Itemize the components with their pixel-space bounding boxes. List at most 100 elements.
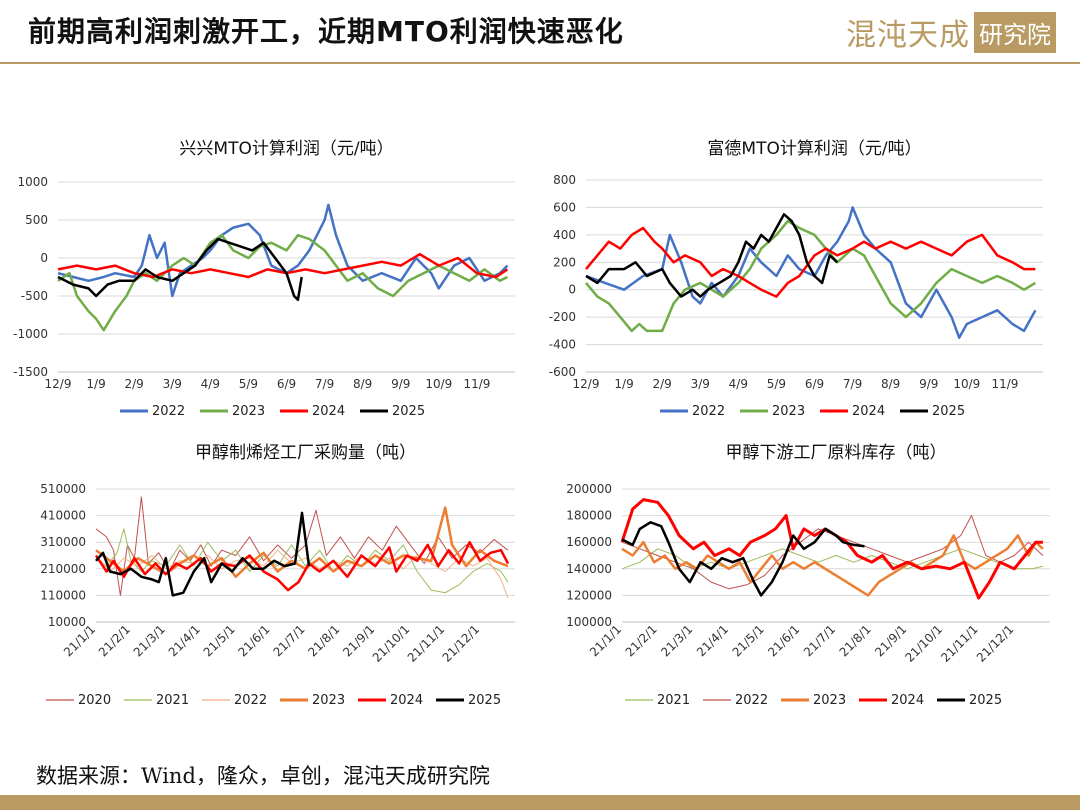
- x-tick-label: 2/9: [653, 377, 672, 391]
- y-tick-label: -400: [549, 338, 576, 352]
- chart-title: 甲醇下游工厂原料库存（吨）: [726, 443, 947, 463]
- legend-label: 2025: [392, 404, 425, 419]
- chart-title: 甲醇制烯烃工厂采购量（吨）: [195, 443, 416, 463]
- header: 前期高利润刺激开工，近期MTO利润快速恶化 混沌天成 研究院: [0, 0, 1080, 62]
- x-tick-label: 21/8/1: [305, 622, 342, 659]
- chart-title: 富德MTO计算利润（元/吨）: [707, 139, 921, 159]
- y-tick-label: 0: [568, 283, 576, 297]
- y-tick-label: 120000: [566, 588, 612, 602]
- y-tick-label: -500: [21, 289, 48, 303]
- x-tick-label: 1/9: [614, 377, 633, 391]
- x-tick-label: 12/9: [573, 377, 600, 391]
- x-tick-label: 21/11/1: [938, 622, 981, 665]
- legend-label: 2024: [852, 404, 885, 419]
- series-line-2023: [57, 233, 508, 332]
- x-tick-label: 21/3/1: [131, 622, 168, 659]
- x-tick-label: 21/2/1: [96, 622, 133, 659]
- x-tick-label: 10/9: [425, 377, 452, 391]
- legend-label: 2024: [390, 693, 423, 708]
- series-line-2025: [95, 511, 311, 597]
- x-tick-label: 3/9: [163, 377, 182, 391]
- x-tick-label: 2/9: [125, 377, 144, 391]
- legend-label: 2023: [232, 404, 265, 419]
- y-tick-label: -1500: [13, 365, 48, 379]
- legend-label: 2022: [152, 404, 185, 419]
- series-line-2024: [620, 498, 1043, 600]
- x-tick-label: 7/9: [843, 377, 862, 391]
- y-tick-label: 510000: [40, 482, 86, 496]
- chart-title: 兴兴MTO计算利润（元/吨）: [179, 139, 393, 159]
- x-tick-label: 11/9: [991, 377, 1018, 391]
- x-tick-label: 7/9: [315, 377, 334, 391]
- footer-bar: [0, 795, 1080, 810]
- x-tick-label: 4/9: [201, 377, 220, 391]
- x-tick-label: 21/7/1: [801, 622, 838, 659]
- legend-label: 2023: [772, 404, 805, 419]
- y-tick-label: 500: [25, 213, 48, 227]
- y-tick-label: 160000: [566, 535, 612, 549]
- x-tick-label: 4/9: [729, 377, 748, 391]
- legend-label: 2020: [78, 693, 111, 708]
- x-tick-label: 5/9: [767, 377, 786, 391]
- x-tick-label: 21/8/1: [837, 622, 874, 659]
- x-tick-label: 21/2/1: [623, 622, 660, 659]
- y-tick-label: 180000: [566, 509, 612, 523]
- legend-label: 2025: [969, 693, 1002, 708]
- x-tick-label: 8/9: [881, 377, 900, 391]
- legend-label: 2021: [156, 693, 189, 708]
- x-tick-label: 10/9: [953, 377, 980, 391]
- x-tick-label: 21/11/1: [405, 622, 448, 665]
- series-line-2023: [585, 219, 1037, 333]
- chart-fude-mto-profit: 富德MTO计算利润（元/吨）8006004002000-200-400-6001…: [549, 139, 1043, 419]
- data-source-note: 数据来源：Wind，隆众，卓创，混沌天成研究院: [36, 764, 490, 788]
- series-line-2022: [95, 549, 509, 599]
- chart-methanol-downstream-inventory: 甲醇下游工厂原料库存（吨） 200000 180000 160000 140000 120…: [566, 443, 1050, 708]
- logo-box-text: 研究院: [974, 11, 1056, 53]
- y-tick-label: 140000: [566, 562, 612, 576]
- legend-label: 2025: [932, 404, 965, 419]
- y-tick-label: 0: [40, 251, 48, 265]
- x-tick-label: 21/4/1: [694, 622, 731, 659]
- x-tick-label: 21/7/1: [270, 622, 307, 659]
- legend-label: 2023: [813, 693, 846, 708]
- x-tick-label: 21/10/1: [903, 622, 946, 665]
- chart-xingxing-mto-profit: 兴兴MTO计算利润（元/吨） 1000 500 0 -500 -1000 -150012/9…: [13, 139, 515, 419]
- y-tick-label: 10000: [48, 615, 86, 629]
- series-line-2025: [621, 521, 865, 597]
- y-tick-label: -600: [549, 365, 576, 379]
- series-line-2024: [585, 226, 1036, 298]
- x-tick-label: 9/9: [919, 377, 938, 391]
- y-tick-label: 200: [553, 255, 576, 269]
- series-line-2025: [57, 237, 303, 302]
- y-tick-label: 210000: [40, 562, 86, 576]
- page-title: 前期高利润刺激开工，近期MTO利润快速恶化: [28, 15, 624, 48]
- y-tick-label: 410000: [40, 509, 86, 523]
- chart-mto-purchase-volume: 甲醇制烯烃工厂采购量（吨） 510000 410000 310000 210000 110…: [40, 443, 515, 708]
- x-tick-label: 21/12/1: [974, 622, 1017, 665]
- y-tick-label: -1000: [13, 327, 48, 341]
- y-tick-label: 800: [553, 173, 576, 187]
- y-tick-label: 110000: [40, 588, 86, 602]
- x-tick-label: 6/9: [277, 377, 296, 391]
- x-tick-label: 11/9: [463, 377, 490, 391]
- legend-label: 2021: [657, 693, 690, 708]
- x-tick-label: 9/9: [391, 377, 410, 391]
- legend-label: 2025: [468, 693, 501, 708]
- series-line-2022: [57, 203, 509, 298]
- legend-label: 2024: [312, 404, 345, 419]
- x-tick-label: 5/9: [239, 377, 258, 391]
- y-tick-label: 100000: [566, 615, 612, 629]
- x-tick-label: 12/9: [45, 377, 72, 391]
- y-tick-label: 400: [553, 228, 576, 242]
- y-tick-label: -200: [549, 310, 576, 324]
- x-tick-label: 6/9: [805, 377, 824, 391]
- x-tick-label: 21/4/1: [166, 622, 203, 659]
- series-line-2023: [621, 534, 1044, 597]
- x-tick-label: 21/5/1: [201, 622, 238, 659]
- x-tick-label: 21/12/1: [440, 622, 483, 665]
- y-tick-label: 1000: [17, 175, 48, 189]
- series-line-2024: [94, 540, 510, 592]
- x-tick-label: 21/6/1: [765, 622, 802, 659]
- legend-label: 2022: [234, 693, 267, 708]
- legend-label: 2022: [692, 404, 725, 419]
